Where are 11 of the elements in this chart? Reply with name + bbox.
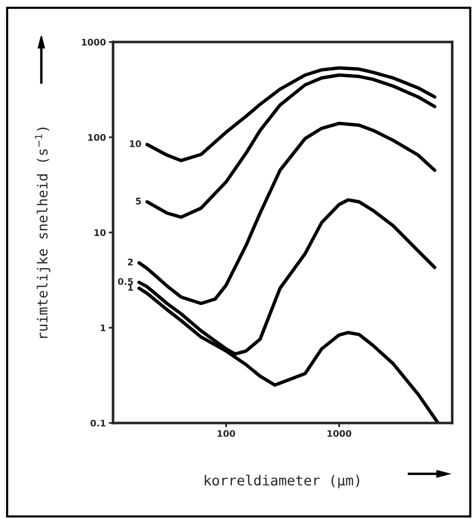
x-axis-title: korreldiameter (µm) [204, 474, 360, 488]
series-label: 5 [136, 198, 141, 204]
y-axis-title: ruimtelijke snelheid (s$^{−1}$) [35, 128, 50, 338]
series-label: 0.5 [118, 278, 133, 285]
y-tick-label: 1 [100, 324, 106, 332]
series-label: 2 [128, 258, 133, 266]
y-tick-label: 0.1 [90, 420, 106, 427]
series-label: 10 [130, 140, 142, 148]
y-tick-label: 1000 [82, 38, 106, 46]
y-tick-label: 100 [88, 134, 106, 141]
y-tick-label: 10 [94, 229, 106, 236]
